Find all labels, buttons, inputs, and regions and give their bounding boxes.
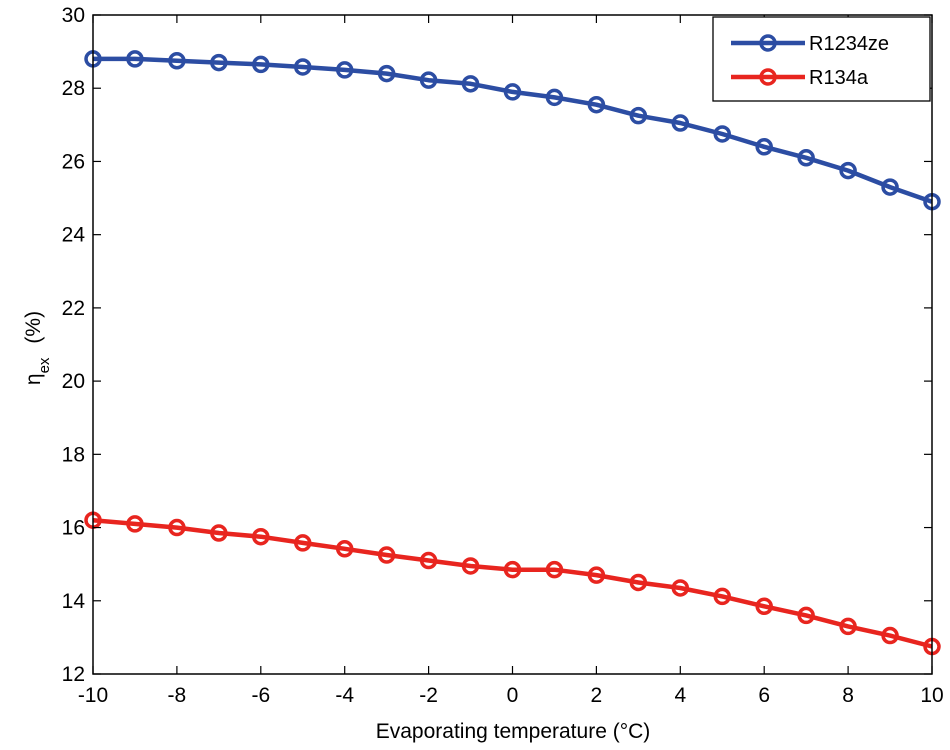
legend-swatch-marker	[759, 68, 777, 86]
legend-entry-r134a: R134a	[731, 67, 869, 89]
data-point-r1234ze	[671, 114, 690, 132]
y-axis-label-unit: (%)	[22, 311, 45, 344]
y-axis-label-symbol: η	[22, 373, 45, 385]
y-tick-label: 30	[62, 4, 85, 27]
x-tick-label: -4	[335, 684, 354, 707]
data-point-r1234ze	[168, 52, 186, 70]
data-point-r1234ze	[419, 71, 438, 89]
x-tick-label: 0	[507, 684, 519, 707]
data-point-r1234ze	[503, 83, 522, 101]
y-tick-label: 16	[62, 517, 85, 540]
x-axis-label: Evaporating temperature (°C)	[376, 720, 651, 743]
data-point-r134a	[545, 560, 564, 579]
x-tick-label: -2	[419, 684, 438, 707]
series-layer	[84, 50, 941, 656]
x-tick-label: 8	[842, 684, 854, 707]
data-point-r1234ze	[839, 161, 857, 180]
data-point-r1234ze	[252, 55, 270, 74]
data-point-r134a	[713, 587, 731, 606]
data-point-r134a	[294, 534, 312, 552]
data-point-r134a	[881, 626, 899, 645]
data-point-r1234ze	[461, 75, 480, 93]
data-point-r1234ze	[797, 149, 815, 167]
data-point-r134a	[377, 546, 396, 564]
data-point-r134a	[419, 551, 438, 570]
y-tick-label: 22	[62, 297, 85, 320]
data-point-r1234ze	[210, 53, 228, 72]
data-point-r134a	[461, 557, 480, 575]
data-point-r1234ze	[126, 50, 144, 68]
data-point-r134a	[503, 560, 522, 579]
y-axis-label-subscript: ex	[36, 357, 53, 373]
data-point-r1234ze	[377, 64, 396, 83]
x-tick-label: -10	[78, 684, 108, 707]
y-tick-label: 12	[62, 663, 85, 686]
data-point-r1234ze	[587, 95, 606, 114]
data-point-r134a	[797, 606, 815, 625]
data-point-r134a	[210, 524, 228, 542]
labels-layer: Evaporating temperature (°C) ηex (%)	[22, 311, 650, 743]
data-point-r134a	[168, 518, 186, 537]
legend-label: R1234ze	[809, 33, 889, 55]
y-tick-label: 18	[62, 443, 85, 466]
y-tick-label: 28	[62, 77, 85, 100]
legend-swatch-marker	[759, 34, 777, 52]
data-point-r134a	[126, 515, 144, 533]
svg-text:ηex(%): ηex (%)	[22, 311, 53, 385]
x-tick-label: 10	[920, 684, 943, 707]
legend-label: R134a	[809, 67, 869, 89]
data-point-r134a	[629, 573, 648, 592]
x-tick-label: 2	[591, 684, 603, 707]
x-tick-label: -8	[168, 684, 187, 707]
y-tick-label: 20	[62, 370, 85, 393]
data-point-r1234ze	[629, 106, 648, 125]
data-point-r1234ze	[713, 125, 731, 143]
data-point-r134a	[252, 527, 270, 546]
series-line-r1234ze	[93, 56, 933, 204]
y-tick-label: 14	[62, 590, 86, 613]
series-r134a	[84, 511, 941, 656]
data-point-r1234ze	[294, 58, 312, 76]
data-point-r1234ze	[335, 61, 354, 79]
legend-entry-r1234ze: R1234ze	[731, 33, 889, 55]
y-tick-label: 24	[62, 224, 86, 247]
data-point-r1234ze	[755, 138, 773, 156]
data-point-r1234ze	[881, 178, 899, 196]
y-axis-label: ηex (%)	[22, 311, 53, 385]
data-point-r134a	[587, 566, 606, 584]
series-line-r134a	[92, 517, 933, 649]
data-point-r134a	[335, 540, 354, 558]
legend-box	[712, 16, 931, 102]
x-tick-label: 4	[674, 684, 686, 707]
legend: R1234ze R134a	[712, 16, 931, 102]
data-point-r134a	[755, 597, 773, 616]
data-point-r134a	[839, 617, 857, 636]
x-tick-label: -6	[251, 684, 270, 707]
data-point-r134a	[671, 579, 690, 597]
x-tick-label: 6	[758, 684, 770, 707]
y-tick-label: 26	[62, 150, 85, 173]
data-point-r1234ze	[545, 88, 564, 107]
